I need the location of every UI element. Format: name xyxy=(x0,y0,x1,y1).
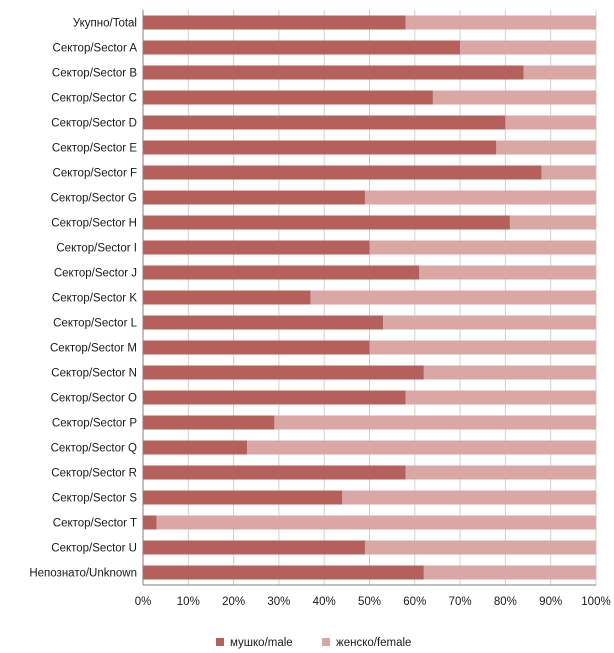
x-tick-label: 90% xyxy=(539,596,562,608)
bar-male xyxy=(143,90,433,105)
category-label: Сектор/Sector I xyxy=(56,243,137,255)
legend-label-male: мушко/male xyxy=(230,637,293,649)
bar-male xyxy=(143,515,157,530)
bar-female xyxy=(247,440,596,455)
category-label: Сектор/Sector K xyxy=(52,293,137,305)
category-label: Сектор/Sector H xyxy=(51,218,137,230)
x-tick-label: 20% xyxy=(222,596,245,608)
bar-female xyxy=(432,90,596,105)
category-label: Сектор/Sector T xyxy=(53,518,137,530)
x-tick-label: 70% xyxy=(449,596,472,608)
category-label: Сектор/Sector R xyxy=(51,468,137,480)
bar-male xyxy=(143,290,311,305)
bar-female xyxy=(274,415,596,430)
x-tick-label: 80% xyxy=(494,596,517,608)
bar-female xyxy=(541,165,596,180)
bar-male xyxy=(143,390,406,405)
bar-female xyxy=(423,565,596,580)
bar-male xyxy=(143,490,343,505)
bar-female xyxy=(383,315,596,330)
bars xyxy=(143,15,596,580)
bar-female xyxy=(342,490,596,505)
legend-label-female: женско/female xyxy=(336,637,411,649)
category-label: Сектор/Sector F xyxy=(53,168,137,180)
category-label: Сектор/Sector P xyxy=(52,418,137,430)
bar-male xyxy=(143,565,424,580)
bar-female xyxy=(405,15,596,30)
x-tick-label: 100% xyxy=(581,596,610,608)
bar-male xyxy=(143,15,406,30)
bar-female xyxy=(405,465,596,480)
category-label: Сектор/Sector O xyxy=(51,393,137,405)
bar-male xyxy=(143,265,420,280)
x-tick-label: 60% xyxy=(403,596,426,608)
bar-male xyxy=(143,440,248,455)
category-label: Сектор/Sector G xyxy=(51,193,137,205)
bar-male xyxy=(143,365,424,380)
category-label: Сектор/Sector M xyxy=(50,343,137,355)
bar-male xyxy=(143,115,506,130)
x-tick-label: 40% xyxy=(313,596,336,608)
legend-item-female: женско/female xyxy=(322,637,411,649)
legend: мушко/male женско/female xyxy=(216,637,411,649)
category-label: Сектор/Sector U xyxy=(51,543,137,555)
bar-male xyxy=(143,140,497,155)
category-label: Сектор/Sector S xyxy=(52,493,137,505)
bar-male xyxy=(143,540,365,555)
category-label: Сектор/Sector B xyxy=(52,68,137,80)
axes xyxy=(142,10,596,586)
bar-female xyxy=(423,365,596,380)
bar-female xyxy=(364,540,596,555)
bar-male xyxy=(143,240,370,255)
category-label: Сектор/Sector N xyxy=(51,368,137,380)
category-label: Укупно/Total xyxy=(73,18,137,30)
category-label: Сектор/Sector J xyxy=(54,268,137,280)
bar-female xyxy=(369,240,596,255)
category-label: Непознато/Unknown xyxy=(29,568,137,580)
bar-female xyxy=(496,140,596,155)
bar-female xyxy=(310,290,596,305)
legend-item-male: мушко/male xyxy=(216,637,293,649)
bar-male xyxy=(143,40,461,55)
category-labels: Укупно/Total Сектор/Sector A Сектор/Sector… xyxy=(29,18,137,580)
x-tick-label: 50% xyxy=(358,596,381,608)
bar-male xyxy=(143,165,542,180)
x-tick-labels: 0% 10% 20% 30% 40% 50% 60% 70% 80% 90% 100% xyxy=(135,596,611,608)
legend-swatch-female xyxy=(322,638,330,646)
bar-male xyxy=(143,215,510,230)
bar-male xyxy=(143,190,365,205)
bar-female xyxy=(364,190,596,205)
category-label: Сектор/Sector Q xyxy=(51,443,137,455)
bar-female xyxy=(509,215,596,230)
legend-swatch-male xyxy=(216,638,224,646)
bar-female xyxy=(505,115,596,130)
bar-male xyxy=(143,340,370,355)
bar-female xyxy=(419,265,596,280)
category-label: Сектор/Sector C xyxy=(51,93,137,105)
bar-male xyxy=(143,315,384,330)
bar-male xyxy=(143,465,406,480)
x-tick-label: 0% xyxy=(135,596,152,608)
bar-female xyxy=(460,40,596,55)
bar-female xyxy=(405,390,596,405)
x-tick-label: 10% xyxy=(177,596,200,608)
category-label: Сектор/Sector D xyxy=(51,118,137,130)
category-label: Сектор/Sector E xyxy=(52,143,137,155)
bar-female xyxy=(156,515,596,530)
bar-female xyxy=(523,65,596,80)
bar-male xyxy=(143,415,275,430)
bar-male xyxy=(143,65,524,80)
x-tick-label: 30% xyxy=(267,596,290,608)
bar-female xyxy=(369,340,596,355)
category-label: Сектор/Sector A xyxy=(53,43,138,55)
category-label: Сектор/Sector L xyxy=(53,318,137,330)
